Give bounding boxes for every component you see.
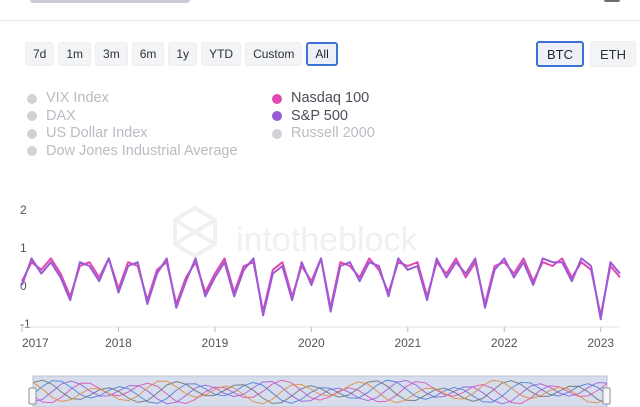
navigator-series-line <box>32 379 608 405</box>
legend-label: Russell 2000 <box>291 125 375 141</box>
legend-item-us-dollar-index[interactable]: US Dollar Index <box>27 125 238 143</box>
legend-right: Nasdaq 100 S&P 500 Russell 2000 <box>272 90 375 143</box>
asset-button-eth[interactable]: ETH <box>590 41 636 67</box>
legend-dot-icon <box>272 93 282 104</box>
watermark-text: intotheblock <box>236 221 418 259</box>
x-tick-label: 2017 <box>22 336 49 350</box>
navigator-series-line <box>32 379 608 405</box>
x-tick-label: 2019 <box>202 336 229 350</box>
legend-label: S&P 500 <box>291 107 348 124</box>
x-tick-label: 2020 <box>298 336 325 350</box>
legend-item-dax[interactable]: DAX <box>27 108 238 126</box>
range-button-7d[interactable]: 7d <box>25 42 55 66</box>
x-tick-label: 2021 <box>394 336 421 350</box>
legend-label: Dow Jones Industrial Average <box>46 142 238 159</box>
legend-dot-icon <box>27 111 37 122</box>
asset-button-btc[interactable]: BTC <box>536 41 584 67</box>
legend-item-dow-jones-industrial-average[interactable]: Dow Jones Industrial Average <box>27 143 238 161</box>
y-tick-label: 2 <box>20 203 27 217</box>
range-navigator[interactable] <box>0 370 640 407</box>
x-tick-label: 2023 <box>587 336 614 350</box>
watermark-logo-icon <box>173 205 217 259</box>
range-button-custom[interactable]: Custom <box>245 42 303 66</box>
legend-dot-icon <box>27 93 37 104</box>
y-tick-label: 0 <box>20 279 27 293</box>
page-header <box>0 0 640 21</box>
legend-dot-icon <box>27 146 37 157</box>
legend-item-russell-2000[interactable]: Russell 2000 <box>272 125 375 143</box>
series-line-s-p-500 <box>21 257 621 321</box>
watermark: intotheblock <box>173 205 418 259</box>
range-button-all[interactable]: All <box>306 42 338 66</box>
navigator-series-line <box>32 379 608 405</box>
range-button-1y[interactable]: 1y <box>168 42 198 66</box>
correlation-chart: intotheblock 2 1 0 -1 2017 2018 2019 2020 2021 202… <box>20 203 621 350</box>
legend-dot-icon <box>27 128 37 139</box>
navigator-left-handle[interactable] <box>28 387 37 405</box>
legend-item-vix-index[interactable]: VIX Index <box>27 90 238 108</box>
range-button-3m[interactable]: 3m <box>95 42 128 66</box>
legend-label: US Dollar Index <box>46 125 148 141</box>
legend-item-s-p-500[interactable]: S&P 500 <box>272 108 375 126</box>
navigator-right-handle[interactable] <box>602 387 611 405</box>
legend-item-nasdaq-100[interactable]: Nasdaq 100 <box>272 90 375 108</box>
time-range-selector: 7d 1m 3m 6m 1y YTD Custom All <box>25 42 338 66</box>
legend-label: VIX Index <box>46 90 109 106</box>
x-tick-label: 2022 <box>491 336 518 350</box>
legend-label: Nasdaq 100 <box>291 90 370 106</box>
truncated-title <box>30 0 190 3</box>
y-tick-label: 1 <box>20 241 27 255</box>
legend-dot-icon <box>272 128 282 139</box>
range-button-ytd[interactable]: YTD <box>201 42 242 66</box>
menu-icon[interactable] <box>604 0 620 2</box>
range-button-6m[interactable]: 6m <box>131 42 165 66</box>
legend-left: VIX Index DAX US Dollar Index Dow Jones Ind… <box>27 90 238 160</box>
x-tick-label: 2018 <box>105 336 132 350</box>
navigator-series-line <box>32 379 608 405</box>
legend-label: DAX <box>46 107 76 124</box>
asset-selector: BTC ETH <box>536 41 636 67</box>
legend-dot-icon <box>272 111 282 122</box>
range-button-1m[interactable]: 1m <box>58 42 92 66</box>
y-tick-label: -1 <box>20 317 31 331</box>
